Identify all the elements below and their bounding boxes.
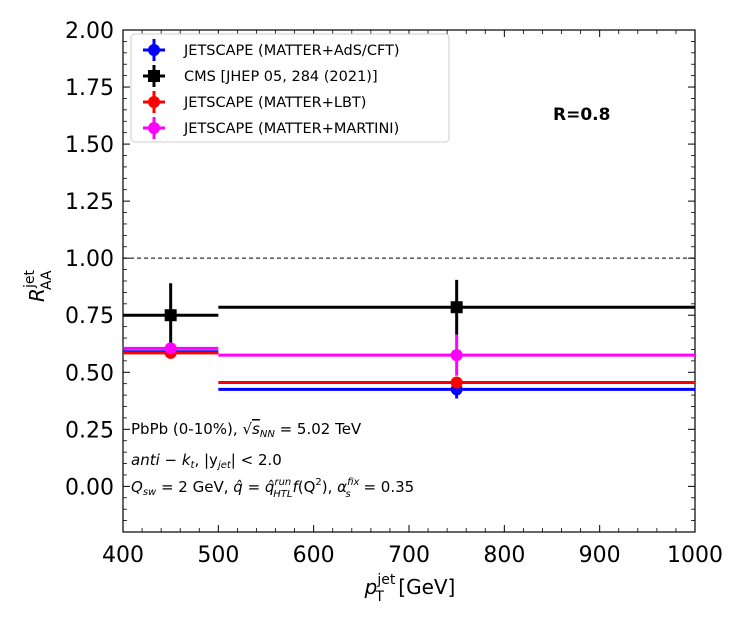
y-tick-label: 0.00 <box>65 475 114 500</box>
legend-item: JETSCAPE (MATTER+AdS/CFT) <box>143 39 400 61</box>
y-tick-label: 1.00 <box>65 247 114 272</box>
axis-ticks <box>122 29 696 533</box>
legend-label: JETSCAPE (MATTER+MARTINI) <box>183 121 399 137</box>
y-tick-label: 0.50 <box>65 361 114 386</box>
radius-label: R=0.8 <box>553 105 610 125</box>
series-3 <box>123 334 695 376</box>
legend-marker <box>148 44 160 56</box>
annotation-line-collision: PbPb (0-10%), √sNN = 5.02 TeV <box>131 420 362 440</box>
legend-marker <box>148 70 160 82</box>
data-series <box>123 279 695 399</box>
legend-label: JETSCAPE (MATTER+LBT) <box>183 95 366 111</box>
annotation-line-jet-algorithm: anti − kt, |yjet| < 2.0 <box>131 451 282 471</box>
legend-marker <box>148 122 160 134</box>
x-tick-label: 400 <box>102 543 144 568</box>
y-tick-label: 0.75 <box>65 304 114 329</box>
legend: JETSCAPE (MATTER+AdS/CFT) CMS [JHEP 05, 2… <box>130 33 450 143</box>
annotation-line-parameters: Qsw = 2 GeV, q̂ = q̂run HTLf(Q2), αfix s =… <box>131 477 414 500</box>
y-tick-label: 0.25 <box>65 418 114 443</box>
legend-item: JETSCAPE (MATTER+LBT) <box>143 91 366 113</box>
x-tick-label: 900 <box>579 543 621 568</box>
x-tick-label: 600 <box>293 543 335 568</box>
data-point <box>450 301 463 314</box>
legend-label: JETSCAPE (MATTER+AdS/CFT) <box>183 43 400 59</box>
data-point <box>164 309 177 322</box>
x-tick-label: 700 <box>388 543 430 568</box>
y-tick-label: 1.50 <box>65 133 114 158</box>
axis-tick-labels: 400 500 600 700 800 900 1000 0.00 0.25 0.50 0.75 1.… <box>65 19 723 568</box>
legend-frame <box>130 33 450 143</box>
y-axis-title: RjetAA <box>22 270 55 302</box>
x-tick-label: 500 <box>197 543 239 568</box>
data-point <box>164 342 177 355</box>
data-point <box>450 349 463 362</box>
x-tick-label: 800 <box>483 543 525 568</box>
legend-label: CMS [JHEP 05, 284 (2021)] <box>184 69 378 85</box>
x-tick-label: 1000 <box>667 543 723 568</box>
y-tick-label: 1.25 <box>65 190 114 215</box>
x-axis-title: pjet T [GeV] <box>364 572 456 605</box>
legend-item: JETSCAPE (MATTER+MARTINI) <box>143 117 399 139</box>
annotations: PbPb (0-10%), √sNN = 5.02 TeV anti − kt,… <box>131 420 414 500</box>
legend-item: CMS [JHEP 05, 284 (2021)] <box>143 65 378 87</box>
data-point <box>450 376 463 389</box>
series-1 <box>123 279 695 348</box>
y-tick-label: 1.75 <box>65 76 114 101</box>
legend-marker <box>148 96 160 108</box>
y-tick-label: 2.00 <box>65 19 114 44</box>
